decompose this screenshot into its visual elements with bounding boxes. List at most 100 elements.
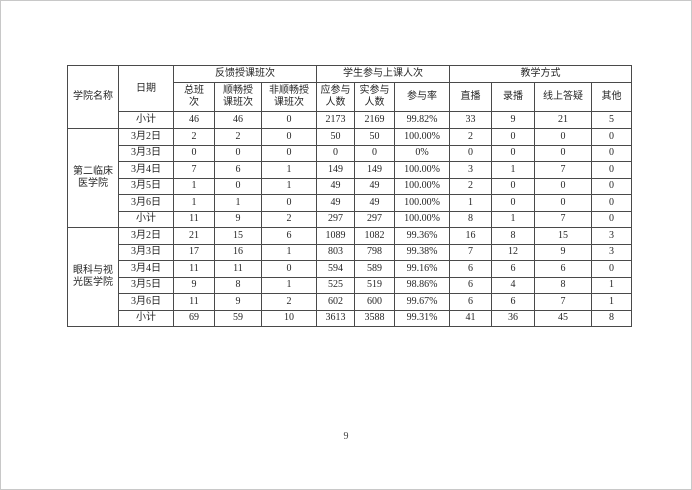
value-cell: 602	[316, 293, 355, 311]
value-cell: 1	[591, 293, 633, 311]
subtotal-value: 59	[214, 309, 262, 327]
value-cell: 100.00%	[393, 161, 451, 179]
subtotal-value: 297	[354, 210, 395, 228]
value-cell: 8	[534, 276, 593, 294]
value-cell: 49	[316, 177, 355, 195]
subtotal-label: 小计	[118, 309, 174, 327]
value-cell: 0	[491, 128, 536, 146]
value-cell: 0	[591, 144, 633, 162]
col-group-method: 教学方式	[449, 65, 633, 83]
value-cell: 0	[316, 144, 355, 162]
value-cell: 4	[491, 276, 536, 294]
value-cell: 1	[261, 177, 317, 195]
grand-total-value: 21	[534, 111, 593, 129]
value-cell: 589	[354, 260, 395, 278]
value-cell: 50	[354, 128, 395, 146]
date-cell: 3月5日	[118, 177, 174, 195]
table-row: 3月6日 11 9 2 602 600 99.67% 6 6 7 1	[68, 293, 633, 311]
value-cell: 0	[591, 177, 633, 195]
grand-total-value: 99.82%	[393, 111, 451, 129]
table-row: 3月3日 17 16 1 803 798 99.38% 7 12 9 3	[68, 243, 633, 261]
subtotal-value: 41	[449, 309, 493, 327]
value-cell: 149	[316, 161, 355, 179]
col-group-feedback: 反馈授课班次	[173, 65, 317, 83]
col-header-actual-participants: 实参与 人数	[354, 82, 395, 112]
value-cell: 99.36%	[393, 227, 451, 245]
col-header-recorded: 录播	[491, 82, 536, 112]
value-cell: 1	[214, 194, 262, 212]
subtotal-value: 0	[591, 210, 633, 228]
table-row: 3月5日 9 8 1 525 519 98.86% 6 4 8 1	[68, 276, 633, 294]
grand-total-value: 46	[214, 111, 262, 129]
grand-total-value: 9	[491, 111, 536, 129]
grand-total-value: 2169	[354, 111, 395, 129]
value-cell: 1	[261, 243, 317, 261]
col-group-participation: 学生参与上课人次	[315, 65, 451, 83]
subtotal-value: 2	[261, 210, 317, 228]
value-cell: 21	[173, 227, 215, 245]
value-cell: 100.00%	[393, 177, 451, 195]
col-header-online-qa: 线上答疑	[534, 82, 593, 112]
value-cell: 803	[316, 243, 355, 261]
value-cell: 2	[261, 293, 317, 311]
col-header-other: 其他	[591, 82, 633, 112]
value-cell: 0	[534, 177, 593, 195]
col-header-nonsmooth-sessions: 非顺畅授 课班次	[261, 82, 317, 112]
value-cell: 7	[449, 243, 493, 261]
value-cell: 594	[316, 260, 355, 278]
value-cell: 49	[316, 194, 355, 212]
value-cell: 2	[449, 128, 493, 146]
value-cell: 1	[173, 194, 215, 212]
value-cell: 0	[534, 194, 593, 212]
grand-total-label: 小计	[118, 111, 174, 129]
value-cell: 0	[491, 177, 536, 195]
value-cell: 0	[261, 144, 317, 162]
value-cell: 0%	[393, 144, 451, 162]
subtotal-value: 8	[591, 309, 633, 327]
grand-total-value: 2173	[316, 111, 355, 129]
college-cell: 眼科与视 光医学院	[67, 227, 119, 327]
header-sub-row: 总班 次 顺畅授 课班次 非顺畅授 课班次 应参与 人数 实参与 人数 参与率 …	[68, 82, 633, 112]
value-cell: 11	[173, 260, 215, 278]
value-cell: 50	[316, 128, 355, 146]
value-cell: 6	[449, 260, 493, 278]
value-cell: 0	[534, 128, 593, 146]
grand-total-value: 5	[591, 111, 633, 129]
value-cell: 49	[354, 194, 395, 212]
table-body: 第二临床 医学院 3月2日 2 2 0 50 50 100.00% 2 0 0 0 3月3日 0 0 0 0 0 0…	[67, 128, 633, 327]
value-cell: 17	[173, 243, 215, 261]
value-cell: 7	[534, 161, 593, 179]
subtotal-value: 1	[491, 210, 536, 228]
date-cell: 3月2日	[118, 128, 174, 146]
value-cell: 8	[491, 227, 536, 245]
value-cell: 1	[173, 177, 215, 195]
value-cell: 0	[534, 144, 593, 162]
date-cell: 3月2日	[118, 227, 174, 245]
value-cell: 1	[261, 276, 317, 294]
subtotal-value: 11	[173, 210, 215, 228]
col-header-participation-rate: 参与率	[393, 82, 451, 112]
value-cell: 2	[173, 128, 215, 146]
value-cell: 1082	[354, 227, 395, 245]
table-row: 眼科与视 光医学院 3月2日 21 15 6 1089 1082 99.36% 16 8 15 3	[67, 227, 633, 327]
value-cell: 99.67%	[393, 293, 451, 311]
subtotal-label: 小计	[118, 210, 174, 228]
value-cell: 7	[173, 161, 215, 179]
value-cell: 6	[449, 276, 493, 294]
value-cell: 0	[214, 144, 262, 162]
value-cell: 15	[214, 227, 262, 245]
subtotal-value: 10	[261, 309, 317, 327]
value-cell: 1	[491, 161, 536, 179]
col-header-live: 直播	[449, 82, 493, 112]
value-cell: 0	[491, 144, 536, 162]
value-cell: 99.38%	[393, 243, 451, 261]
col-header-expected-participants: 应参与 人数	[316, 82, 355, 112]
subtotal-value: 297	[316, 210, 355, 228]
value-cell: 3	[449, 161, 493, 179]
value-cell: 0	[214, 177, 262, 195]
value-cell: 9	[214, 293, 262, 311]
value-cell: 0	[354, 144, 395, 162]
subtotal-value: 45	[534, 309, 593, 327]
table-row: 3月3日 0 0 0 0 0 0% 0 0 0 0	[68, 144, 633, 162]
value-cell: 100.00%	[393, 194, 451, 212]
